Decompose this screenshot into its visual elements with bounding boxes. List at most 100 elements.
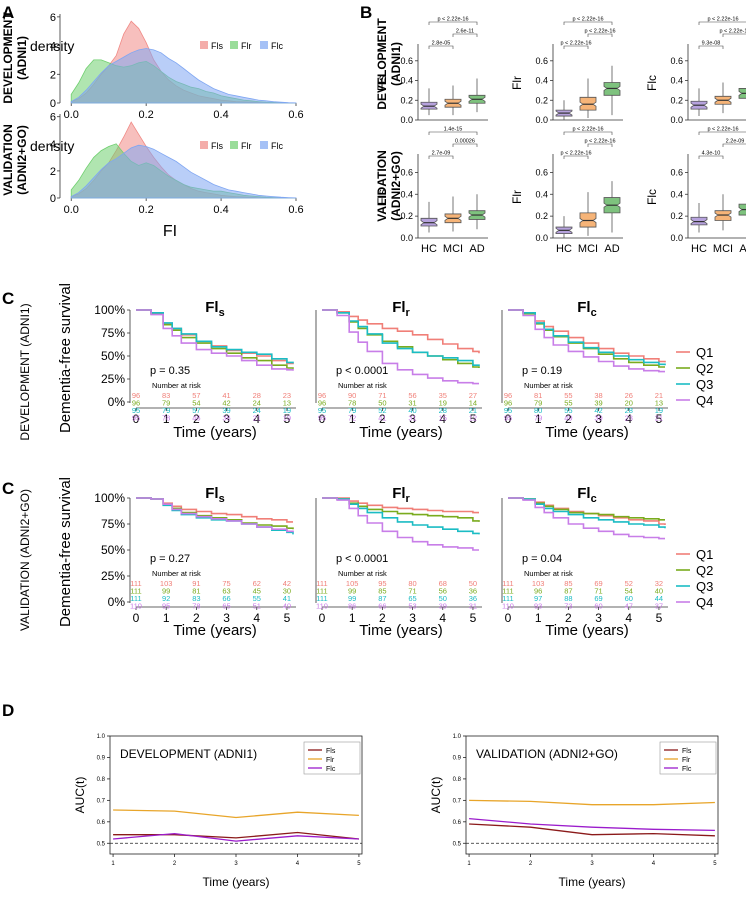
- km-xtick: 5: [656, 611, 663, 625]
- km-risk-value: 111: [316, 579, 327, 588]
- auc-ytick: 0.8: [453, 777, 462, 783]
- density-ylabel: density: [30, 38, 74, 54]
- km-risk-value: 79: [162, 399, 170, 408]
- auc-ytick: 0.8: [97, 777, 106, 783]
- km-risk-value: 19: [283, 406, 291, 415]
- km-risk-value: 72: [348, 414, 356, 423]
- km-risk-value: 93: [534, 602, 542, 611]
- km-xtick: 4: [439, 412, 446, 426]
- km-risk-value: 41: [222, 391, 230, 400]
- pvalue-bracket: [563, 155, 589, 159]
- km-risk-value: 79: [348, 406, 356, 415]
- km-xlabel: Time (years): [173, 622, 257, 639]
- km-risk-value: 79: [534, 414, 542, 423]
- km-xlabel: Time (years): [359, 424, 443, 441]
- auc-ytick: 0.7: [97, 798, 106, 804]
- auc-legend-label: Flr: [682, 757, 691, 764]
- km-xtick: 2: [565, 412, 572, 426]
- density-ytick: 4: [50, 41, 56, 53]
- km-xtick: 0: [319, 412, 326, 426]
- cohort-label-b-val-sub: (ADNI2+GO): [389, 151, 403, 221]
- km-xtick: 2: [193, 412, 200, 426]
- km-risk-value: 95: [132, 406, 140, 415]
- km-title-sub: c: [591, 307, 597, 319]
- auc-xtick: 2: [173, 861, 177, 867]
- box-category-label: AD: [604, 243, 619, 255]
- km-risk-label: Number at risk: [152, 569, 201, 578]
- box-ylabel-fls: Fls: [375, 189, 389, 205]
- km-risk-value: 96: [504, 399, 512, 408]
- km-legend-label: Q3: [696, 579, 713, 594]
- km-risk-value: 39: [439, 602, 447, 611]
- km-risk-value: 55: [564, 406, 572, 415]
- km-risk-value: 111: [130, 579, 141, 588]
- km-risk-value: 15: [439, 414, 447, 423]
- pvalue-label: p < 2.22e-16: [707, 17, 738, 23]
- km-risk-value: 95: [318, 406, 326, 415]
- pvalue-label: 2.8e-05: [432, 41, 451, 47]
- km-pvalue: p = 0.19: [522, 365, 562, 377]
- km-risk-value: 103: [160, 579, 173, 588]
- box-ytick: 0.6: [670, 56, 683, 66]
- panel-letter-c-val: C: [2, 479, 14, 498]
- km-risk-value: 21: [655, 391, 663, 400]
- km-risk-value: 40: [655, 587, 663, 596]
- auc-legend-label: Fls: [682, 748, 692, 755]
- km-risk-value: 110: [130, 602, 142, 611]
- km-risk-value: 44: [655, 594, 663, 603]
- km-xtick: 0: [505, 611, 512, 625]
- km-risk-value: 28: [625, 406, 633, 415]
- box-ytick: 0.2: [400, 95, 413, 105]
- km-risk-value: 79: [534, 399, 542, 408]
- km-risk-value: 55: [564, 399, 572, 408]
- km-risk-value: 88: [564, 594, 572, 603]
- km-risk-value: 21: [253, 414, 261, 423]
- km-risk-value: 71: [408, 587, 416, 596]
- km-xtick: 2: [565, 611, 572, 625]
- auc-cohort-title: VALIDATION (ADNI2+GO): [476, 747, 618, 761]
- pvalue-label: p < 2.22e-16: [584, 139, 615, 145]
- km-title-main: Fl: [577, 299, 590, 316]
- km-xtick: 0: [505, 412, 512, 426]
- auc-ytick: 0.7: [453, 798, 462, 804]
- box-ytick: 0.0: [670, 233, 683, 243]
- km-risk-value: 30: [283, 587, 291, 596]
- density-legend-swatch: [200, 41, 208, 49]
- km-ytick: 100%: [94, 491, 125, 505]
- auc-xtick: 3: [590, 861, 594, 867]
- box-ytick: 0.2: [535, 95, 548, 105]
- km-risk-value: 95: [378, 579, 386, 588]
- density-ytick: 6: [50, 12, 56, 24]
- pvalue-label: p < 2.22e-16: [707, 127, 738, 133]
- km-risk-value: 51: [253, 602, 261, 611]
- km-risk-value: 65: [222, 602, 230, 611]
- km-xtick: 1: [535, 412, 542, 426]
- km-xtick: 0: [133, 412, 140, 426]
- density-xtick: 0.4: [213, 109, 228, 121]
- km-risk-value: 91: [192, 579, 200, 588]
- km-risk-value: 12: [469, 414, 477, 423]
- box-ytick: 0.2: [535, 211, 548, 221]
- km-risk-value: 47: [625, 602, 633, 611]
- km-title: Flc: [577, 485, 596, 505]
- km-curve-q1: [508, 497, 666, 525]
- auc-line-flc: [469, 817, 715, 832]
- km-xlabel: Time (years): [359, 622, 443, 639]
- km-curve-q2: [322, 309, 480, 368]
- km-xtick: 4: [439, 611, 446, 625]
- km-xtick: 1: [349, 412, 356, 426]
- auc-line-flr: [469, 799, 715, 806]
- density-xtick: 0.4: [213, 204, 228, 216]
- density-legend-swatch: [230, 41, 238, 49]
- pvalue-label: 2.7e-09: [432, 151, 451, 157]
- km-curve-q1: [322, 497, 479, 514]
- km-risk-value: 110: [316, 602, 328, 611]
- km-risk-value: 71: [594, 587, 602, 596]
- box-ytick: 0.4: [670, 76, 683, 86]
- pvalue-label: p < 2.22e-16: [560, 151, 591, 157]
- pvalue-bracket: [698, 45, 724, 49]
- km-legend-label: Q4: [696, 595, 713, 610]
- density-xlabel: FI: [163, 223, 177, 240]
- km-risk-value: 50: [469, 579, 477, 588]
- km-xtick: 5: [656, 412, 663, 426]
